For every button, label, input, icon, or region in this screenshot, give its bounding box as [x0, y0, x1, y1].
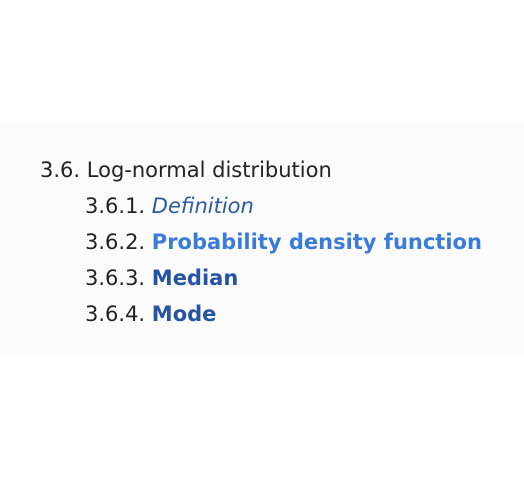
- toc-item-probability-density-function: 3.6.2. Probability density function: [40, 224, 482, 260]
- table-of-contents-panel: 3.6. Log-normal distribution 3.6.1. Defi…: [0, 124, 524, 354]
- toc-section-number: 3.6.: [40, 158, 81, 182]
- toc-item-median: 3.6.3. Median: [40, 260, 482, 296]
- toc-item-number: 3.6.4.: [85, 302, 146, 326]
- toc-item-number: 3.6.2.: [85, 230, 146, 254]
- toc-item-mode: 3.6.4. Mode: [40, 296, 482, 332]
- toc-item-number: 3.6.1.: [85, 194, 146, 218]
- toc-link-median[interactable]: Median: [151, 266, 239, 290]
- toc-link-definition[interactable]: Definition: [151, 194, 254, 218]
- toc-section-row: 3.6. Log-normal distribution: [40, 152, 482, 188]
- toc-item-definition: 3.6.1. Definition: [40, 188, 482, 224]
- toc-link-mode[interactable]: Mode: [151, 302, 217, 326]
- toc-link-probability-density-function[interactable]: Probability density function: [151, 230, 482, 254]
- toc-list: 3.6. Log-normal distribution 3.6.1. Defi…: [40, 152, 482, 332]
- toc-section-title: Log-normal distribution: [86, 158, 332, 182]
- toc-item-number: 3.6.3.: [85, 266, 146, 290]
